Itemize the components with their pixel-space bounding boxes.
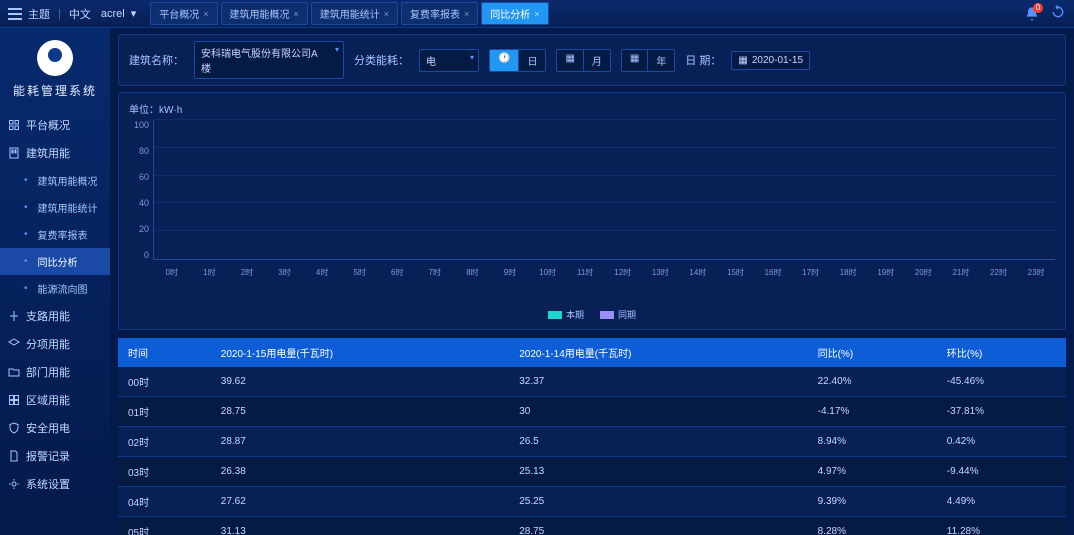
type-select[interactable]: 电	[419, 49, 479, 72]
period-month[interactable]: 月	[583, 50, 610, 71]
nav-sub-能源流向图[interactable]: 能源流向图	[0, 275, 110, 302]
nav-分项用能[interactable]: 分项用能	[0, 330, 110, 358]
nav-区域用能[interactable]: 区域用能	[0, 386, 110, 414]
tab-close-icon[interactable]: ×	[203, 9, 208, 19]
tab-平台概况[interactable]: 平台概况×	[150, 2, 217, 25]
tab-close-icon[interactable]: ×	[464, 9, 469, 19]
logo: 能耗管理系统	[0, 36, 110, 111]
building-select[interactable]: 安科瑞电气股份有限公司A楼	[194, 41, 344, 79]
period-month-group: ▦ 月	[556, 49, 610, 72]
nav-支路用能[interactable]: 支路用能	[0, 302, 110, 330]
legend-prev: 同期	[600, 308, 636, 321]
lang-label[interactable]: 中文	[69, 6, 91, 22]
nav-sub-同比分析[interactable]: 同比分析	[0, 248, 110, 275]
refresh-icon[interactable]	[1050, 4, 1066, 23]
chart-unit: 单位：kW·h	[129, 101, 1055, 116]
table-row: 04时27.6225.259.39%4.49%	[118, 487, 1066, 517]
period-hour-group: 🕐 日	[489, 49, 546, 72]
legend-current: 本期	[548, 308, 584, 321]
date-label: 日 期：	[685, 52, 721, 68]
settings-icon	[8, 478, 20, 490]
table-row: 03时26.3825.134.97%-9.44%	[118, 457, 1066, 487]
nav-安全用电[interactable]: 安全用电	[0, 414, 110, 442]
tab-同比分析[interactable]: 同比分析×	[481, 2, 548, 25]
table-header: 2020-1-14用电量(千瓦时)	[509, 338, 807, 367]
data-table: 时间2020-1-15用电量(千瓦时)2020-1-14用电量(千瓦时)同比(%…	[118, 338, 1066, 535]
grid-icon	[8, 394, 20, 406]
table-row: 00时39.6232.3722.40%-45.46%	[118, 367, 1066, 397]
table-header: 同比(%)	[808, 338, 937, 367]
bell-icon[interactable]: 0	[1024, 6, 1040, 22]
notification-badge: 0	[1033, 3, 1043, 13]
folder-icon	[8, 366, 20, 378]
doc-icon	[8, 450, 20, 462]
nav-平台概况[interactable]: 平台概况	[0, 111, 110, 139]
category-icon	[8, 338, 20, 350]
calendar-month-icon[interactable]: ▦	[557, 50, 582, 71]
shield-icon	[8, 422, 20, 434]
nav-sub-建筑用能概况[interactable]: 建筑用能概况	[0, 167, 110, 194]
table-row: 01时28.7530-4.17%-37.81%	[118, 397, 1066, 427]
period-year-group: ▦ 年	[621, 49, 675, 72]
type-label: 分类能耗：	[354, 52, 409, 68]
calendar-year-icon[interactable]: ▦	[622, 50, 647, 71]
tab-建筑用能概况[interactable]: 建筑用能概况×	[221, 2, 308, 25]
theme-label: 主题	[28, 6, 50, 22]
nav-报警记录[interactable]: 报警记录	[0, 442, 110, 470]
period-day[interactable]: 日	[518, 50, 545, 71]
tab-复费率报表[interactable]: 复费率报表×	[401, 2, 478, 25]
building-label: 建筑名称：	[129, 52, 184, 68]
table-row: 05时31.1328.758.28%11.28%	[118, 517, 1066, 535]
brand-label: acrel	[101, 8, 125, 20]
period-year[interactable]: 年	[647, 50, 674, 71]
tab-close-icon[interactable]: ×	[534, 9, 539, 19]
table-header: 2020-1-15用电量(千瓦时)	[211, 338, 509, 367]
clock-button[interactable]: 🕐	[490, 50, 518, 71]
branch-icon	[8, 310, 20, 322]
nav-系统设置[interactable]: 系统设置	[0, 470, 110, 498]
tab-close-icon[interactable]: ×	[384, 9, 389, 19]
date-input[interactable]: ▦ 2020-01-15	[731, 51, 810, 70]
table-header: 时间	[118, 338, 211, 367]
tab-建筑用能统计[interactable]: 建筑用能统计×	[311, 2, 398, 25]
table-header: 环比(%)	[937, 338, 1066, 367]
calendar-icon: ▦	[738, 55, 747, 66]
nav-sub-复费率报表[interactable]: 复费率报表	[0, 221, 110, 248]
tab-close-icon[interactable]: ×	[294, 9, 299, 19]
menu-toggle[interactable]	[8, 8, 22, 20]
nav-sub-建筑用能统计[interactable]: 建筑用能统计	[0, 194, 110, 221]
building-icon	[8, 147, 20, 159]
table-row: 02时28.8726.58.94%0.42%	[118, 427, 1066, 457]
dashboard-icon	[8, 119, 20, 131]
nav-部门用能[interactable]: 部门用能	[0, 358, 110, 386]
nav-建筑用能[interactable]: 建筑用能	[0, 139, 110, 167]
